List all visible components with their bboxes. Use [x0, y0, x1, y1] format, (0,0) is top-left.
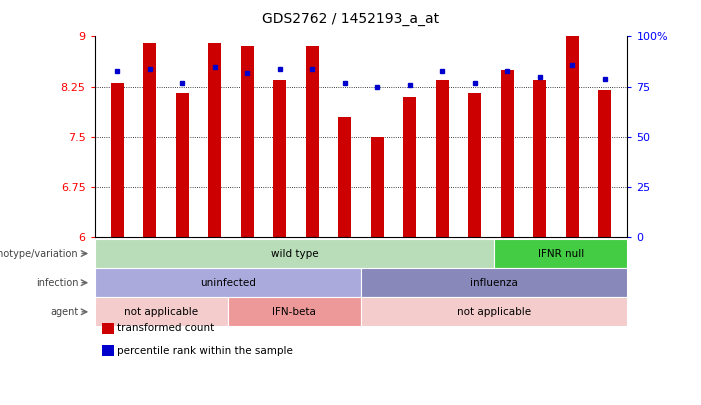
- Text: infection: infection: [36, 278, 79, 288]
- Bar: [598, 90, 611, 237]
- Text: wild type: wild type: [271, 249, 318, 258]
- Text: GDS2762 / 1452193_a_at: GDS2762 / 1452193_a_at: [262, 12, 439, 26]
- Text: genotype/variation: genotype/variation: [0, 249, 79, 258]
- Bar: [176, 93, 189, 237]
- Bar: [468, 93, 481, 237]
- Bar: [533, 80, 546, 237]
- Bar: [111, 83, 124, 237]
- Bar: [208, 43, 222, 237]
- Bar: [339, 117, 351, 237]
- Bar: [403, 97, 416, 237]
- Text: agent: agent: [50, 307, 79, 317]
- Bar: [436, 80, 449, 237]
- Bar: [566, 36, 578, 237]
- Bar: [144, 43, 156, 237]
- Text: influenza: influenza: [470, 278, 518, 288]
- Text: transformed count: transformed count: [117, 324, 215, 333]
- Bar: [273, 80, 286, 237]
- Text: not applicable: not applicable: [457, 307, 531, 317]
- Bar: [241, 47, 254, 237]
- Text: not applicable: not applicable: [124, 307, 198, 317]
- Text: uninfected: uninfected: [200, 278, 256, 288]
- Text: IFN-beta: IFN-beta: [273, 307, 316, 317]
- Bar: [501, 70, 514, 237]
- Text: percentile rank within the sample: percentile rank within the sample: [117, 346, 293, 356]
- Text: IFNR null: IFNR null: [538, 249, 584, 258]
- Bar: [306, 47, 319, 237]
- Bar: [371, 137, 383, 237]
